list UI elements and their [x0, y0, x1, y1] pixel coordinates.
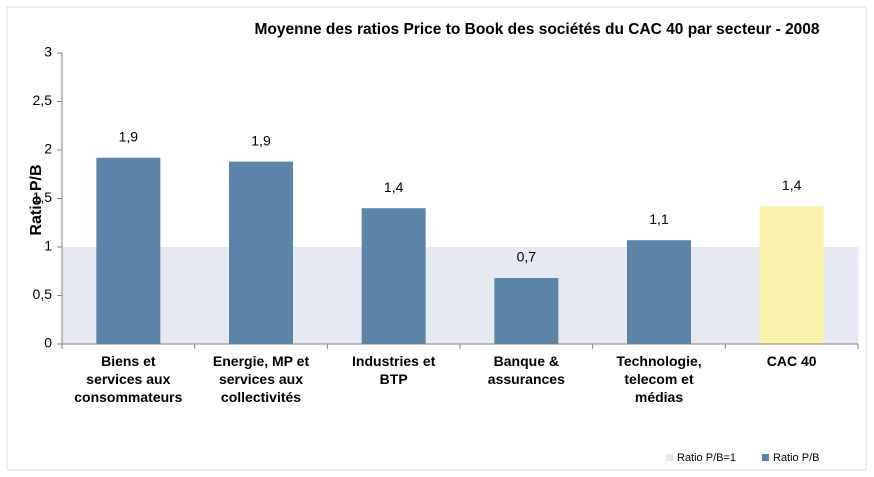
- data-label: 1,4: [384, 179, 404, 195]
- data-label: 1,9: [251, 132, 271, 148]
- y-tick-label: 3: [44, 44, 52, 60]
- data-label: 1,9: [119, 128, 139, 144]
- data-label: 0,7: [517, 249, 537, 265]
- bar: [229, 161, 293, 344]
- x-tick-label: Energie, MP et services aux collectivité…: [212, 353, 310, 405]
- y-tick-label: 0: [44, 335, 52, 351]
- data-label: 1,4: [782, 177, 802, 193]
- data-label: 1,1: [649, 211, 669, 227]
- x-tick-label: Technologie, telecom et médias: [616, 353, 702, 405]
- legend-label: Ratio P/B=1: [677, 452, 736, 464]
- chart-title: Moyenne des ratios Price to Book des soc…: [254, 21, 820, 38]
- bar: [759, 206, 824, 344]
- x-tick-label: Banque & assurances: [487, 353, 565, 387]
- legend-label: Ratio P/B: [773, 452, 819, 464]
- legend-swatch: [666, 454, 673, 461]
- bar: [627, 240, 691, 344]
- x-tick-label: CAC 40: [766, 353, 817, 369]
- x-tick-label: Biens et services aux consommateurs: [74, 353, 183, 405]
- legend-swatch: [762, 454, 769, 461]
- y-axis-label: Ratio P/B: [28, 164, 45, 235]
- bar: [361, 208, 426, 344]
- y-tick-label: 0,5: [33, 286, 53, 302]
- y-tick-label: 1,5: [33, 189, 53, 205]
- x-tick-label: Industries et BTP: [352, 353, 436, 387]
- bar: [494, 278, 559, 344]
- y-tick-label: 2,5: [33, 92, 53, 108]
- y-tick-label: 1: [44, 238, 52, 254]
- bar: [96, 157, 161, 344]
- y-tick-label: 2: [44, 141, 52, 157]
